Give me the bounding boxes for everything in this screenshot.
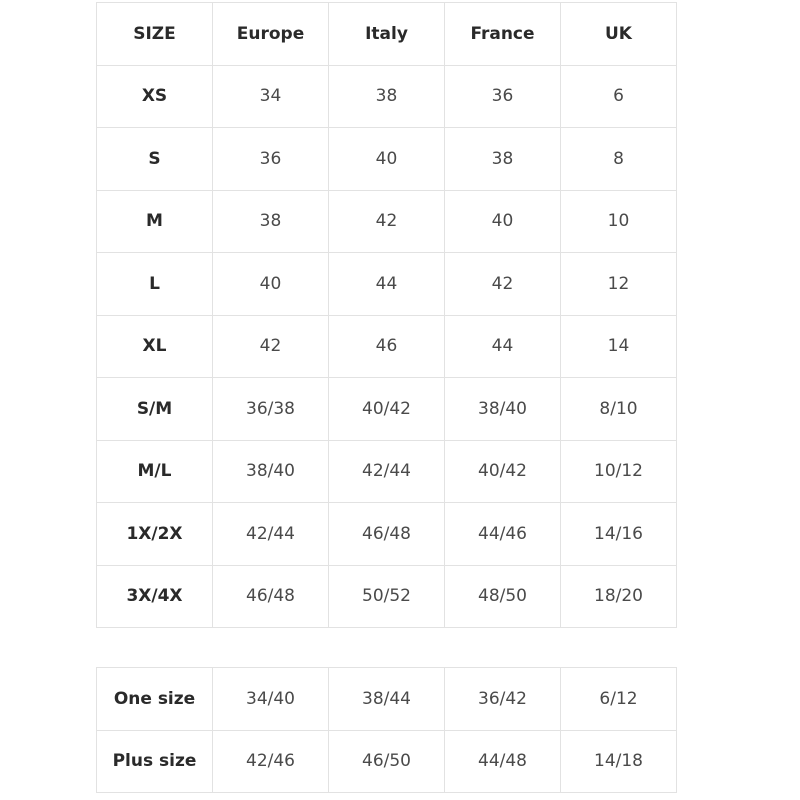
table-row: Plus size 42/46 46/50 44/48 14/18 — [96, 729, 677, 793]
size-value-cell: 44 — [444, 314, 561, 378]
table-row: S/M 36/38 40/42 38/40 8/10 — [96, 377, 677, 441]
size-value-cell: 42/44 — [212, 502, 329, 566]
size-value-cell: 8 — [560, 127, 677, 191]
table-row: XL 42 46 44 14 — [96, 314, 677, 378]
table-row: L 40 44 42 12 — [96, 252, 677, 316]
size-value-cell: 42/44 — [328, 439, 445, 503]
size-value-cell: 38 — [212, 189, 329, 253]
size-label-cell: XL — [96, 314, 213, 378]
size-value-cell: 50/52 — [328, 564, 445, 628]
size-value-cell: 18/20 — [560, 564, 677, 628]
size-value-cell: 38 — [444, 127, 561, 191]
table-row: One size 34/40 38/44 36/42 6/12 — [96, 667, 677, 731]
size-value-cell: 38/44 — [328, 667, 445, 731]
table-row: M 38 42 40 10 — [96, 189, 677, 253]
size-value-cell: 38/40 — [212, 439, 329, 503]
size-value-cell: 10/12 — [560, 439, 677, 503]
size-label-cell: Plus size — [96, 729, 213, 793]
size-label-cell: S — [96, 127, 213, 191]
table-row: 1X/2X 42/44 46/48 44/46 14/16 — [96, 502, 677, 566]
header-row: SIZE Europe Italy France UK — [96, 2, 677, 66]
size-value-cell: 8/10 — [560, 377, 677, 441]
size-value-cell: 12 — [560, 252, 677, 316]
special-size-table: One size 34/40 38/44 36/42 6/12 Plus size 42/4… — [96, 667, 677, 793]
size-value-cell: 36 — [444, 64, 561, 128]
size-value-cell: 38/40 — [444, 377, 561, 441]
size-label-cell: M/L — [96, 439, 213, 503]
size-value-cell: 40 — [212, 252, 329, 316]
size-value-cell: 42/46 — [212, 729, 329, 793]
size-value-cell: 40 — [444, 189, 561, 253]
size-value-cell: 48/50 — [444, 564, 561, 628]
size-value-cell: 46/48 — [328, 502, 445, 566]
size-value-cell: 42 — [212, 314, 329, 378]
column-header: France — [444, 2, 561, 66]
column-header: SIZE — [96, 2, 213, 66]
size-value-cell: 46/50 — [328, 729, 445, 793]
size-value-cell: 40/42 — [328, 377, 445, 441]
size-value-cell: 34/40 — [212, 667, 329, 731]
size-value-cell: 40/42 — [444, 439, 561, 503]
size-value-cell: 44/48 — [444, 729, 561, 793]
size-conversion-table: SIZE Europe Italy France UK XS 34 38 36 6 S 36 40 38 8… — [96, 2, 677, 628]
size-value-cell: 6/12 — [560, 667, 677, 731]
size-value-cell: 14 — [560, 314, 677, 378]
size-label-cell: One size — [96, 667, 213, 731]
size-value-cell: 34 — [212, 64, 329, 128]
size-label-cell: 1X/2X — [96, 502, 213, 566]
size-label-cell: XS — [96, 64, 213, 128]
size-value-cell: 36/38 — [212, 377, 329, 441]
size-value-cell: 10 — [560, 189, 677, 253]
size-value-cell: 44 — [328, 252, 445, 316]
size-value-cell: 14/16 — [560, 502, 677, 566]
size-label-cell: S/M — [96, 377, 213, 441]
column-header: Italy — [328, 2, 445, 66]
size-value-cell: 36/42 — [444, 667, 561, 731]
size-value-cell: 42 — [328, 189, 445, 253]
size-value-cell: 42 — [444, 252, 561, 316]
size-value-cell: 6 — [560, 64, 677, 128]
size-value-cell: 38 — [328, 64, 445, 128]
size-value-cell: 36 — [212, 127, 329, 191]
size-value-cell: 46 — [328, 314, 445, 378]
size-value-cell: 14/18 — [560, 729, 677, 793]
size-label-cell: L — [96, 252, 213, 316]
table-row: XS 34 38 36 6 — [96, 64, 677, 128]
size-label-cell: M — [96, 189, 213, 253]
column-header: Europe — [212, 2, 329, 66]
table-row: 3X/4X 46/48 50/52 48/50 18/20 — [96, 564, 677, 628]
column-header: UK — [560, 2, 677, 66]
size-label-cell: 3X/4X — [96, 564, 213, 628]
size-value-cell: 46/48 — [212, 564, 329, 628]
size-value-cell: 40 — [328, 127, 445, 191]
table-row: S 36 40 38 8 — [96, 127, 677, 191]
table-row: M/L 38/40 42/44 40/42 10/12 — [96, 439, 677, 503]
size-value-cell: 44/46 — [444, 502, 561, 566]
